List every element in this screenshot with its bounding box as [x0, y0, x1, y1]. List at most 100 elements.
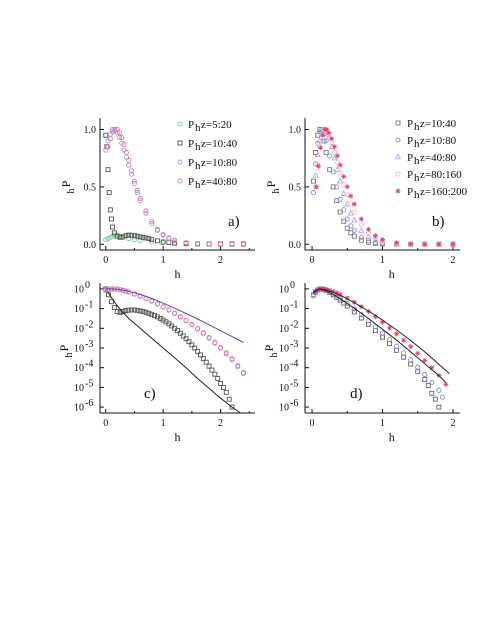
y-tick-label: 10: [279, 383, 289, 394]
data-point: [121, 141, 127, 147]
data-point: [313, 161, 319, 167]
data-point: [351, 309, 357, 315]
legend-marker: [395, 120, 401, 126]
legend-label: z=10:80: [201, 157, 238, 169]
data-point: [123, 149, 129, 155]
series-5: [313, 126, 456, 247]
x-axis-label: h: [389, 430, 395, 444]
data-point: [183, 317, 189, 323]
y-axis-label-subscript: h: [66, 189, 77, 194]
data-point: [379, 330, 386, 336]
data-point: [134, 307, 140, 313]
y-tick-label: 10: [74, 403, 84, 414]
data-point: [116, 130, 123, 136]
legend-symbol: P: [188, 138, 194, 150]
data-point: [229, 241, 235, 247]
x-tick-label: 2: [450, 418, 455, 429]
data-point: [330, 169, 336, 175]
legend-symbol-subscript: h: [195, 122, 201, 134]
data-point: [137, 195, 143, 201]
y-tick-label: 10: [279, 284, 289, 295]
y-axis-label: P: [264, 180, 278, 187]
data-point: [351, 306, 357, 312]
y-tick-label: 0.0: [289, 240, 302, 251]
series-4: [105, 126, 247, 247]
panel-label: b): [432, 214, 445, 230]
data-point: [326, 130, 332, 136]
data-point: [200, 355, 206, 361]
series-line: [105, 288, 241, 414]
data-point: [408, 361, 414, 367]
data-point: [143, 235, 149, 241]
data-point: [203, 359, 209, 365]
series-4: [313, 288, 447, 383]
data-point: [140, 234, 146, 240]
data-point: [146, 236, 152, 241]
data-point: [341, 174, 347, 180]
x-tick-label: 2: [450, 255, 455, 266]
data-point: [105, 144, 111, 150]
data-point: [415, 350, 421, 356]
data-point: [344, 225, 350, 231]
data-point: [401, 354, 407, 360]
data-point: [140, 309, 146, 315]
data-point: [114, 130, 120, 136]
data-point: [344, 184, 350, 190]
data-point: [123, 233, 129, 239]
data-point: [358, 216, 364, 222]
data-point: [323, 149, 329, 155]
data-point: [177, 314, 183, 320]
data-point: [183, 240, 189, 246]
data-point: [154, 238, 160, 244]
data-point: [318, 145, 323, 151]
series-5: [105, 288, 244, 343]
data-point: [192, 345, 198, 351]
data-point: [312, 171, 319, 178]
legend-symbol-subscript: h: [414, 189, 420, 201]
legend-symbol: P: [407, 135, 413, 147]
data-point: [172, 310, 178, 316]
legend-label: z=40:80: [420, 152, 457, 164]
data-point: [332, 144, 338, 150]
data-point: [450, 241, 456, 247]
legend-symbol: P: [188, 157, 194, 169]
data-point: [120, 234, 126, 240]
data-point: [372, 314, 378, 320]
data-point: [134, 187, 140, 193]
data-point: [209, 367, 215, 373]
y-tick-exponent: -5: [290, 378, 298, 389]
data-point: [358, 315, 364, 321]
data-point: [137, 234, 143, 240]
legend-label: z=160:200: [420, 186, 468, 198]
data-point: [186, 339, 192, 345]
data-point: [131, 180, 137, 186]
data-point: [394, 331, 400, 337]
data-point: [154, 226, 160, 232]
data-point: [415, 369, 421, 375]
legend-symbol: P: [407, 186, 413, 198]
y-tick-exponent: 0: [290, 280, 295, 291]
data-point: [422, 241, 428, 247]
data-point: [103, 287, 109, 293]
y-axis-label-subscript: h: [271, 189, 282, 194]
data-point: [334, 166, 341, 172]
series-2: [103, 132, 246, 247]
y-tick-label: 10: [279, 324, 289, 335]
data-point: [143, 208, 149, 214]
data-point: [126, 162, 132, 168]
data-point: [337, 170, 343, 176]
data-point: [160, 239, 166, 245]
data-point: [106, 190, 112, 196]
data-point: [177, 330, 183, 336]
data-point: [206, 335, 212, 341]
data-point: [348, 230, 354, 236]
y-tick-label: 10: [74, 324, 84, 335]
data-point: [358, 237, 364, 243]
y-tick-exponent: -3: [290, 339, 298, 350]
data-point: [344, 300, 350, 307]
data-point: [358, 234, 364, 240]
data-point: [235, 363, 241, 369]
data-point: [134, 190, 140, 196]
y-tick-label: 0.0: [84, 240, 97, 251]
